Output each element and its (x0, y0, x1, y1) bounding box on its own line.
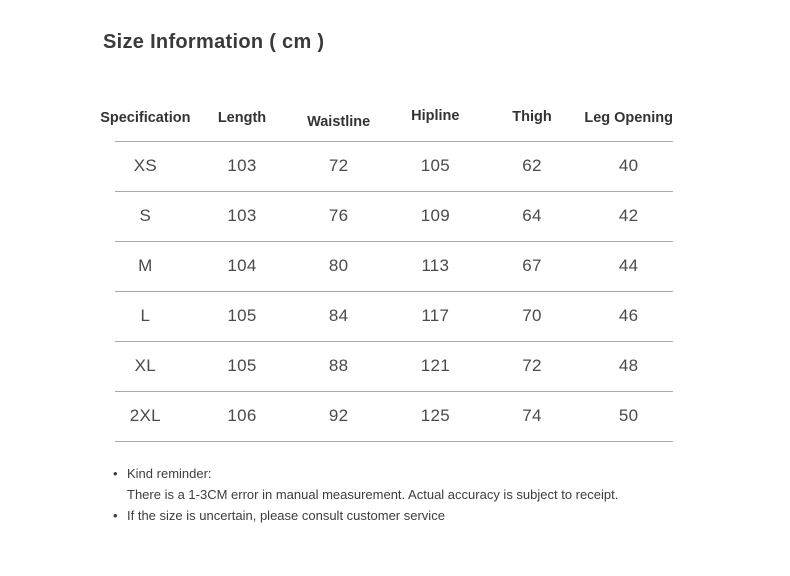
page-title: Size Information ( cm ) (103, 31, 325, 53)
length-value: 105 (227, 356, 257, 375)
hipline-value: 117 (421, 306, 450, 325)
table-row-xl: XL 105 88 121 72 48 (97, 341, 677, 391)
size-table: Specification Length Waistline Hipline T… (97, 95, 677, 442)
note-reminder-body: There is a 1-3CM error in manual measure… (113, 484, 673, 505)
hipline-value: 125 (420, 406, 450, 425)
size-label: M (138, 256, 153, 275)
table-row-m: M 104 80 113 67 44 (97, 241, 677, 291)
table-bottom-rule (115, 441, 673, 442)
thigh-value: 62 (522, 156, 542, 175)
thigh-value: 74 (522, 406, 542, 425)
size-label: XL (134, 356, 157, 375)
note-consult-service-text: If the size is uncertain, please consult… (127, 508, 445, 523)
note-kind-reminder: Kind reminder: (113, 463, 673, 484)
thigh-value: 64 (522, 206, 542, 225)
thigh-value: 72 (522, 356, 542, 375)
column-header-specification: Specification (100, 110, 191, 126)
length-value: 104 (227, 256, 257, 275)
waistline-value: 92 (328, 406, 349, 425)
length-value: 105 (227, 306, 257, 325)
table-row-l: L 105 84 117 70 46 (97, 291, 677, 341)
length-value: 103 (227, 156, 257, 175)
leg-opening-value: 50 (618, 406, 639, 425)
table-body: XS 103 72 105 62 40 S 103 76 109 64 42 M… (97, 141, 677, 442)
waistline-value: 80 (328, 256, 349, 275)
note-reminder-body-text: There is a 1-3CM error in manual measure… (127, 487, 619, 502)
note-consult-service: If the size is uncertain, please consult… (113, 505, 673, 526)
length-value: 103 (227, 206, 257, 225)
size-label: L (140, 306, 151, 325)
leg-opening-value: 44 (618, 256, 639, 275)
hipline-value: 121 (420, 356, 450, 375)
waistline-value: 88 (328, 356, 349, 375)
column-header-waistline: Waistline (307, 114, 371, 130)
column-header-hipline: Hipline (411, 108, 460, 124)
waistline-value: 76 (328, 206, 349, 225)
hipline-value: 109 (420, 206, 450, 225)
leg-opening-value: 48 (618, 356, 639, 375)
leg-opening-value: 40 (618, 156, 639, 175)
size-label: XS (133, 156, 157, 175)
thigh-value: 70 (522, 306, 542, 325)
column-header-leg-opening: Leg Opening (584, 110, 673, 126)
length-value: 106 (227, 406, 257, 425)
leg-opening-value: 46 (618, 306, 639, 325)
waistline-value: 72 (328, 156, 349, 175)
column-header-length: Length (217, 110, 267, 126)
table-row-xs: XS 103 72 105 62 40 (97, 141, 677, 191)
table-row-s: S 103 76 109 64 42 (97, 191, 677, 241)
hipline-value: 113 (421, 256, 450, 275)
column-header-thigh: Thigh (512, 109, 552, 125)
waistline-value: 84 (328, 306, 349, 325)
note-kind-reminder-text: Kind reminder: (127, 466, 212, 481)
table-row-2xl: 2XL 106 92 125 74 50 (97, 391, 677, 441)
thigh-value: 67 (522, 256, 542, 275)
size-label: 2XL (129, 406, 161, 425)
leg-opening-value: 42 (618, 206, 639, 225)
hipline-value: 105 (420, 156, 450, 175)
table-header-row: Specification Length Waistline Hipline T… (97, 95, 677, 141)
size-label: S (139, 206, 152, 225)
notes-section: Kind reminder: There is a 1-3CM error in… (113, 463, 673, 526)
